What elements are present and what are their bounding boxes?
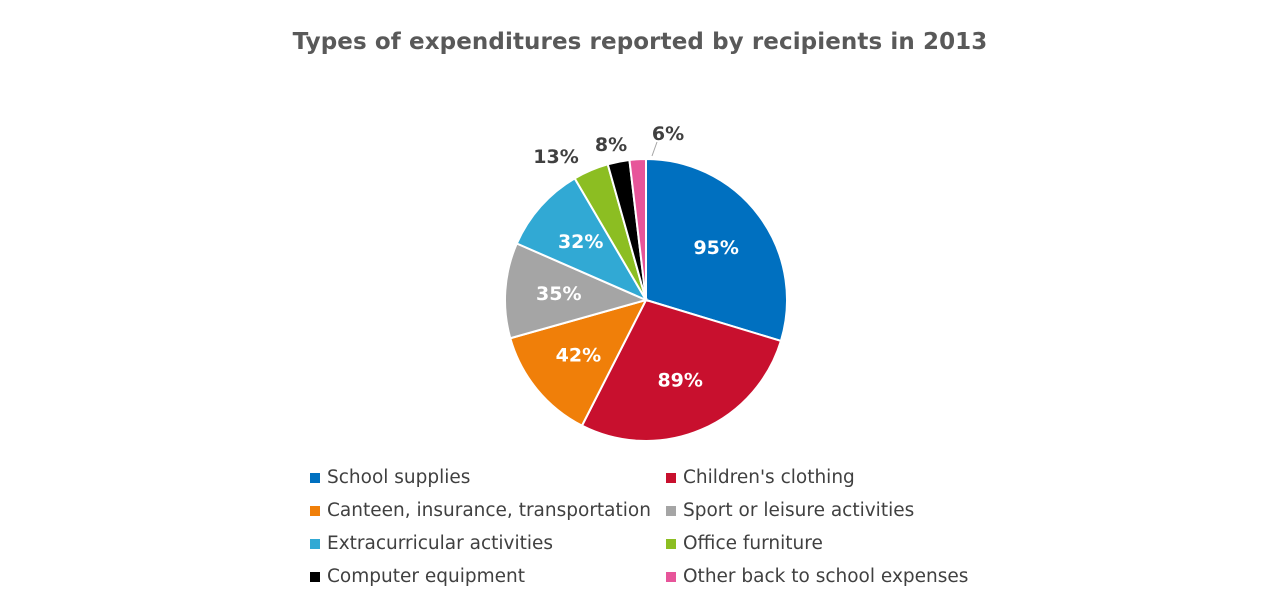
legend-item-sport-or-leisure-activities: Sport or leisure activities: [666, 494, 986, 527]
legend-label: Sport or leisure activities: [683, 500, 915, 521]
legend-item-office-furniture: Office furniture: [666, 527, 986, 560]
data-label-canteen-insurance-transportation: 42%: [556, 345, 601, 367]
legend-label: Canteen, insurance, transportation: [327, 500, 651, 521]
pie-slice-canteen-insurance-transportation: [509, 298, 648, 427]
legend-label: Other back to school expenses: [683, 566, 969, 587]
legend-swatch: [666, 538, 676, 549]
legend-label: Office furniture: [683, 533, 823, 554]
legend-item-children-s-clothing: Children's clothing: [666, 461, 986, 494]
legend-swatch: [666, 505, 676, 516]
data-label-children-s-clothing: 89%: [657, 369, 702, 391]
data-label-sport-or-leisure-activities: 35%: [536, 283, 581, 305]
pie-slice-other-back-to-school-expenses: [628, 157, 647, 301]
pie-slice-sport-or-leisure-activities: [503, 242, 649, 340]
legend-swatch: [310, 472, 320, 483]
legend-item-other-back-to-school-expenses: Other back to school expenses: [666, 560, 986, 593]
legend-item-extracurricular-activities: Extracurricular activities: [310, 527, 666, 560]
legend-swatch: [666, 472, 676, 483]
leader-line-other-back-to-school-expenses: [651, 141, 658, 157]
legend-label: School supplies: [327, 467, 471, 488]
pie-slice-extracurricular-activities: [515, 176, 649, 303]
data-label-office-furniture: 13%: [533, 146, 578, 168]
legend-swatch: [310, 505, 320, 516]
legend-item-canteen-insurance-transportation: Canteen, insurance, transportation: [310, 494, 666, 527]
legend-label: Computer equipment: [327, 566, 525, 587]
legend-swatch: [310, 538, 320, 549]
pie-slice-children-s-clothing: [580, 298, 783, 442]
legend-label: Children's clothing: [683, 467, 855, 488]
data-label-extracurricular-activities: 32%: [558, 231, 603, 253]
pie-slice-school-supplies: [645, 157, 788, 343]
legend-label: Extracurricular activities: [327, 533, 554, 554]
data-label-computer-equipment: 8%: [595, 134, 627, 156]
chart-title: Types of expenditures reported by recipi…: [292, 29, 988, 55]
legend-swatch: [310, 571, 320, 582]
data-label-other-back-to-school-expenses: 6%: [652, 123, 684, 145]
data-label-school-supplies: 95%: [693, 237, 738, 259]
legend-item-school-supplies: School supplies: [310, 461, 666, 494]
legend-swatch: [666, 571, 676, 582]
chart-legend: School supplies Children's clothing Cantee…: [310, 461, 1010, 593]
legend-item-computer-equipment: Computer equipment: [310, 560, 666, 593]
